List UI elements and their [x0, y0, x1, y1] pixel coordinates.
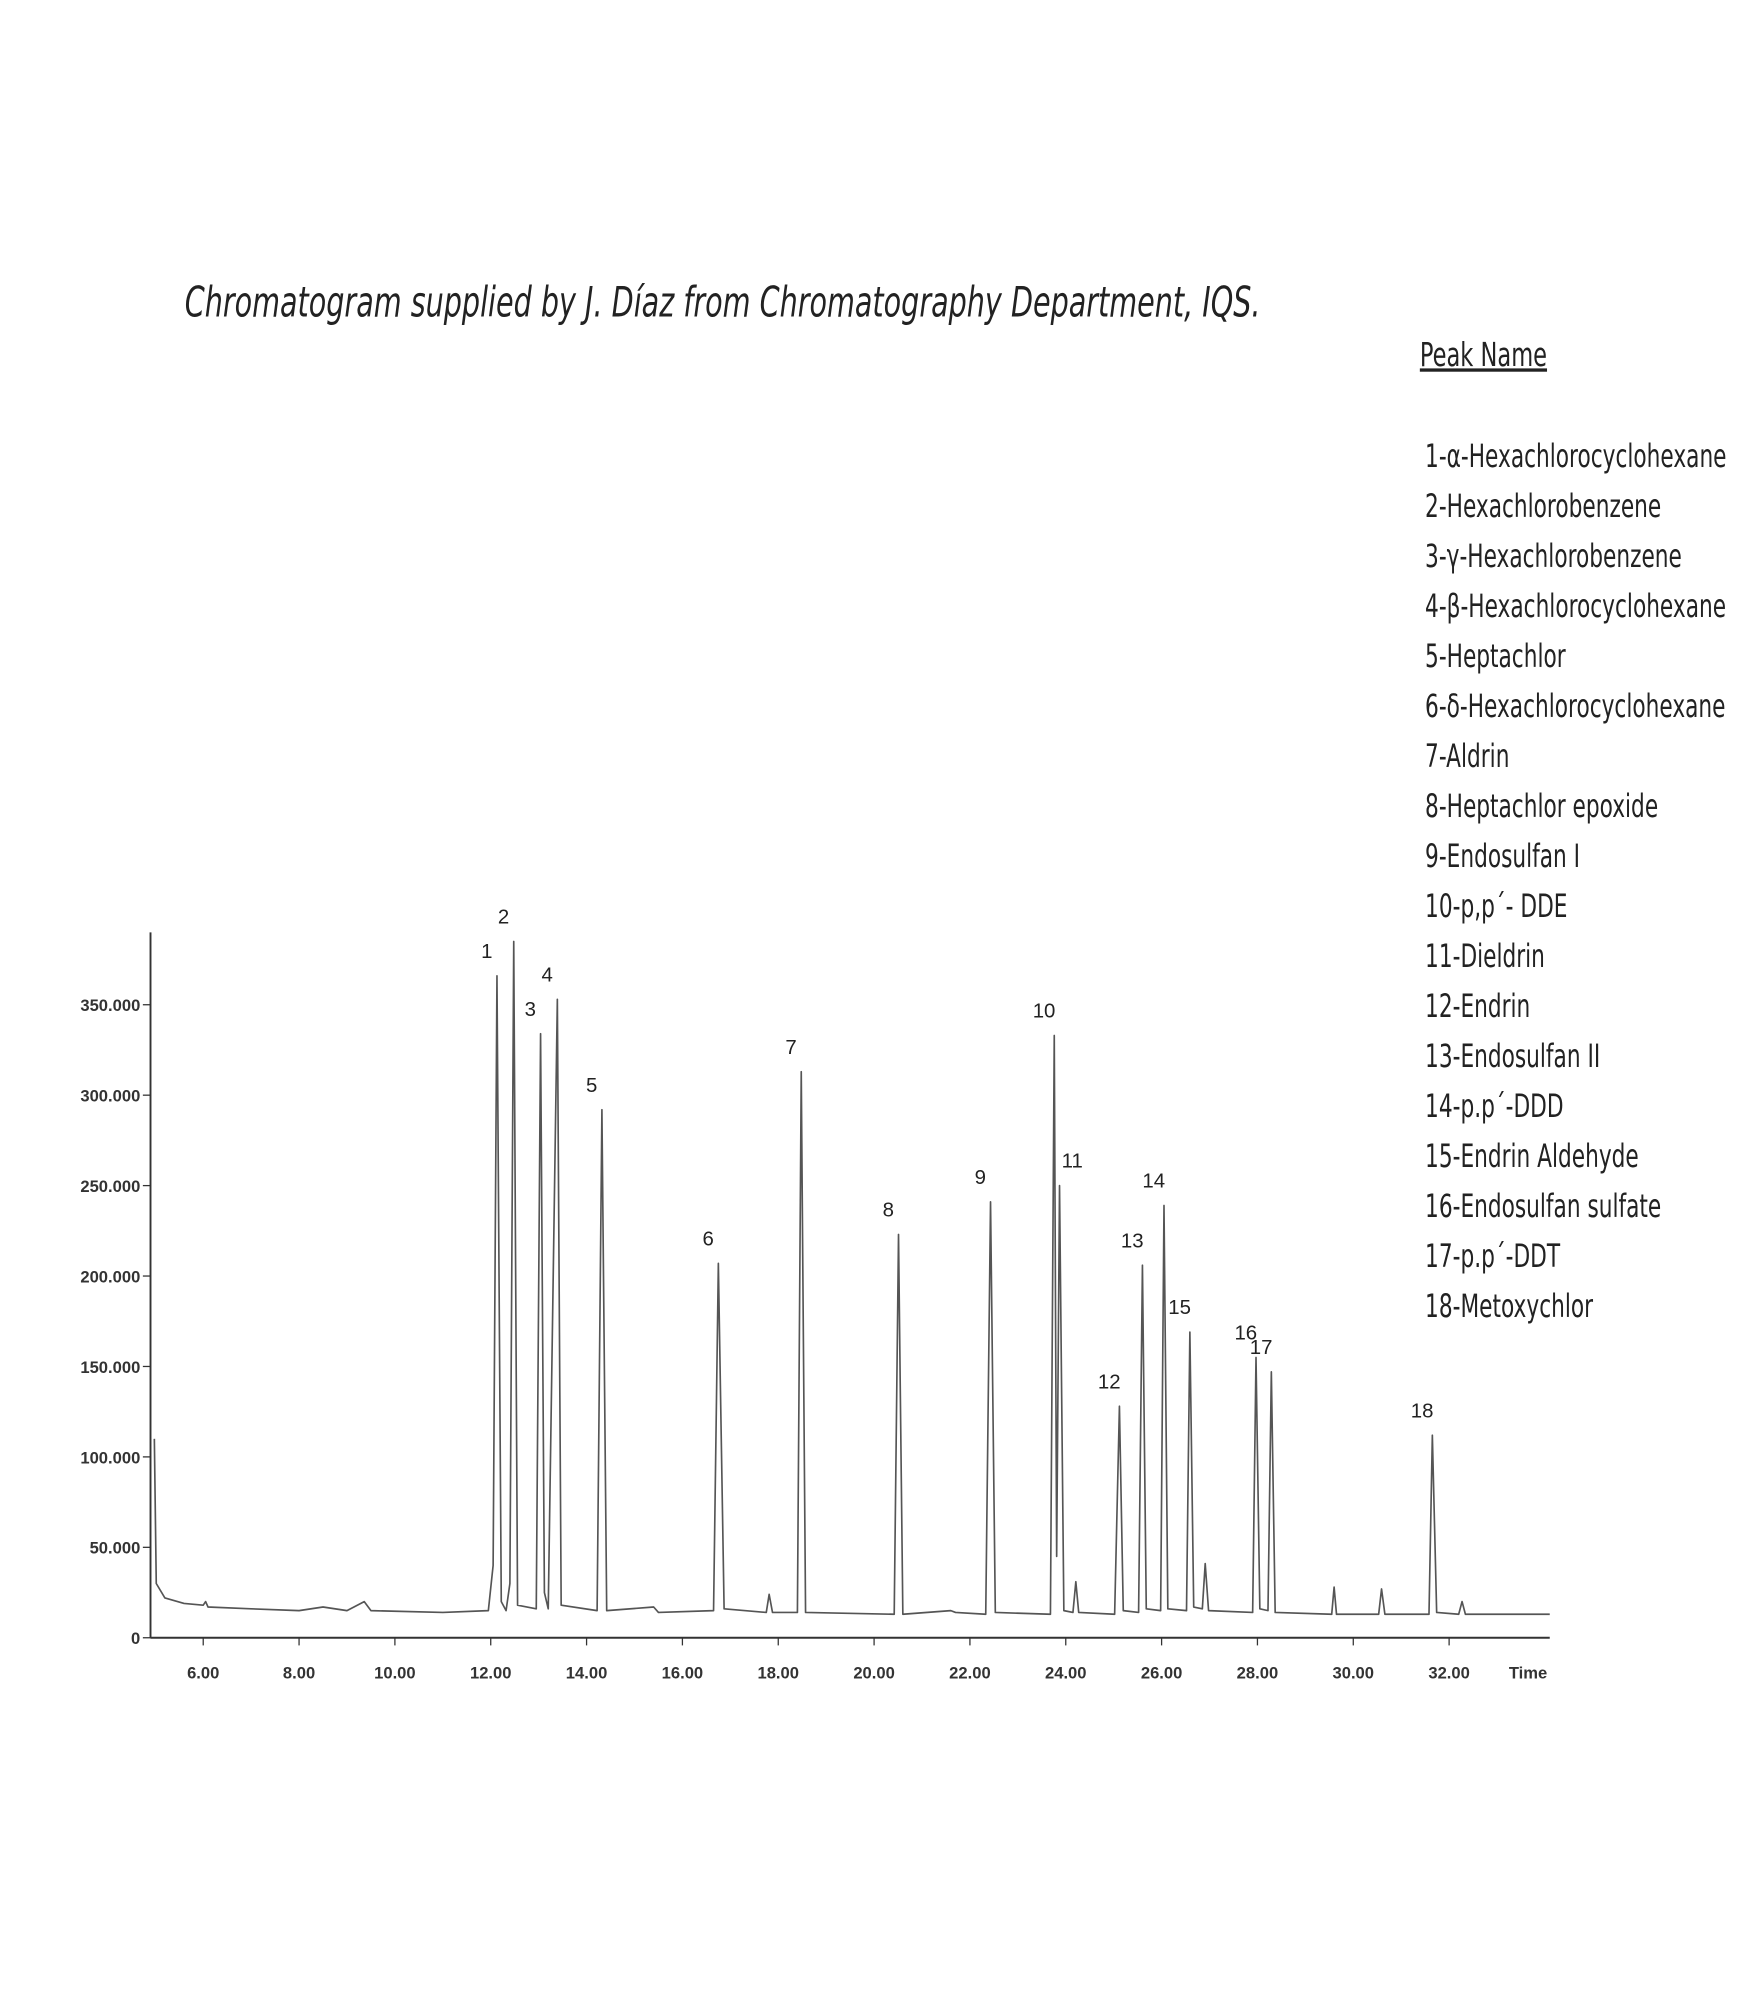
- x-tick-label: 28.00: [1237, 1664, 1279, 1683]
- legend-item: 11-Dieldrin: [1425, 939, 1545, 975]
- peak-label: 11: [1062, 1151, 1083, 1173]
- legend-item: 12-Endrin: [1425, 989, 1530, 1025]
- peak-label: 8: [883, 1200, 894, 1222]
- legend-item: 6-δ-Hexachlorocyclohexane: [1425, 689, 1725, 725]
- x-tick-label: 26.00: [1141, 1664, 1183, 1683]
- y-tick-label: 50.000: [90, 1539, 141, 1558]
- legend-item: 9-Endosulfan I: [1425, 839, 1580, 875]
- y-tick-label: 350.000: [80, 996, 140, 1015]
- legend-item: 5-Heptachlor: [1425, 639, 1566, 675]
- legend-title: Peak Name: [1420, 336, 1547, 375]
- legend: 1-α-Hexachlorocyclohexane 2-Hexachloroben…: [1425, 439, 1726, 1325]
- legend-item: 4-β-Hexachlorocyclohexane: [1425, 589, 1726, 625]
- legend-item: 15-Endrin Aldehyde: [1425, 1139, 1639, 1175]
- peak-label: 1: [481, 941, 492, 963]
- plot: 0 50.000 100.000 150.000 200.000 250.000 300.0…: [80, 907, 1550, 1683]
- peak-label: 3: [525, 999, 536, 1021]
- x-tick-label: 22.00: [949, 1664, 991, 1683]
- legend-item: 18-Metoxychlor: [1425, 1289, 1594, 1325]
- legend-item: 8-Heptachlor epoxide: [1425, 789, 1658, 825]
- peak-label: 17: [1250, 1337, 1273, 1359]
- y-tick-label: 0: [131, 1629, 140, 1648]
- y-tick-label: 300.000: [80, 1087, 140, 1106]
- x-tick-label: 16.00: [662, 1664, 704, 1683]
- y-tick-label: 100.000: [80, 1448, 140, 1467]
- legend-item: 1-α-Hexachlorocyclohexane: [1425, 439, 1726, 475]
- title-group: Chromatogram supplied by J. Díaz from Ch…: [185, 279, 1261, 327]
- peak-label: 14: [1142, 1171, 1165, 1193]
- x-tick-label: 14.00: [566, 1664, 608, 1683]
- legend-item: 16-Endosulfan sulfate: [1425, 1189, 1661, 1225]
- x-tick-label: 12.00: [470, 1664, 512, 1683]
- x-tick-label: 10.00: [374, 1664, 416, 1683]
- peak-label: 9: [975, 1167, 986, 1189]
- legend-item: 2-Hexachlorobenzene: [1425, 489, 1661, 525]
- peak-label: 18: [1411, 1400, 1434, 1422]
- x-tick-label: 32.00: [1428, 1664, 1470, 1683]
- chart-title: Chromatogram supplied by J. Díaz from Ch…: [185, 279, 1261, 327]
- x-tick-label: 18.00: [757, 1664, 799, 1683]
- peak-label: 10: [1033, 1001, 1056, 1023]
- peak-label: 15: [1168, 1297, 1191, 1319]
- x-tick-label: 30.00: [1333, 1664, 1375, 1683]
- legend-item: 14-p.p´-DDD: [1425, 1089, 1564, 1125]
- x-tick-label: 6.00: [187, 1664, 219, 1683]
- peak-label: 4: [541, 964, 552, 986]
- legend-title-group: Peak Name: [1420, 336, 1547, 375]
- legend-item: 10-p,p´- DDE: [1425, 889, 1567, 925]
- x-tick-label: 8.00: [283, 1664, 315, 1683]
- x-tick-label: 20.00: [853, 1664, 895, 1683]
- y-tick-label: 250.000: [80, 1177, 140, 1196]
- legend-item: 17-p.p´-DDT: [1425, 1239, 1560, 1275]
- peak-label: 12: [1098, 1371, 1121, 1393]
- peak-label: 13: [1121, 1230, 1144, 1252]
- peak-label: 2: [498, 907, 509, 929]
- legend-item: 7-Aldrin: [1425, 739, 1509, 775]
- peak-label: 7: [785, 1037, 796, 1059]
- y-tick-label: 150.000: [80, 1358, 140, 1377]
- peak-label: 6: [702, 1229, 713, 1251]
- legend-item: 3-γ-Hexachlorobenzene: [1425, 539, 1682, 575]
- legend-item: 13-Endosulfan II: [1425, 1039, 1600, 1075]
- x-axis-label: Time: [1509, 1664, 1547, 1683]
- trace: [153, 940, 1550, 1616]
- x-tick-label: 24.00: [1045, 1664, 1087, 1683]
- y-tick-label: 200.000: [80, 1267, 140, 1286]
- peak-label: 5: [586, 1075, 597, 1097]
- peak-label: 16: [1234, 1323, 1257, 1345]
